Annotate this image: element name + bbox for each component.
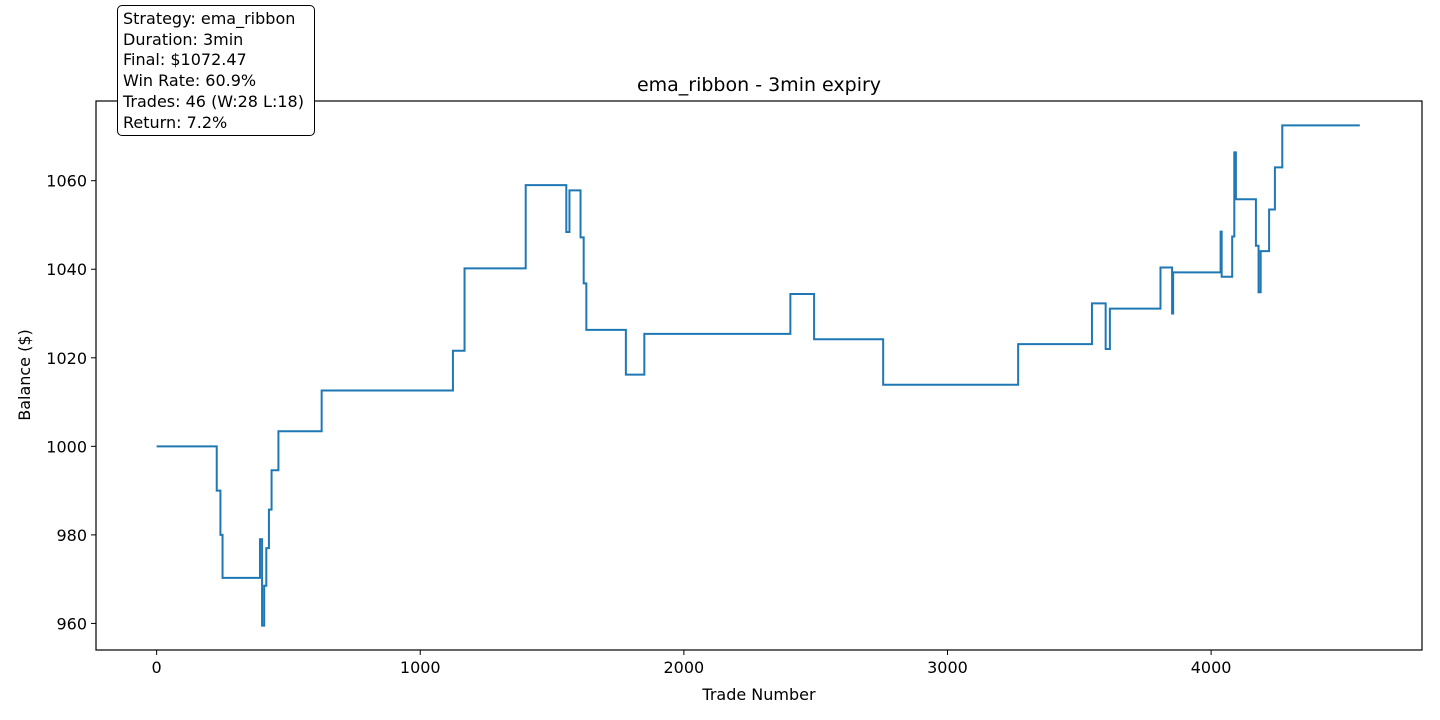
axes-frame xyxy=(95,100,1423,651)
y-axis-label: Balance ($) xyxy=(15,329,34,421)
x-axis-ticks: 0 1000 2000 3000 4000 xyxy=(152,650,1232,677)
x-tick-label: 2000 xyxy=(664,658,705,677)
y-tick-label: 960 xyxy=(56,614,87,633)
chart-title: ema_ribbon - 3min expiry xyxy=(637,74,881,96)
x-tick-label: 0 xyxy=(152,658,162,677)
balance-series-line xyxy=(156,124,1360,627)
x-axis-label: Trade Number xyxy=(701,685,816,704)
stats-duration: Duration: 3min xyxy=(123,29,244,49)
y-axis-ticks: 960 980 1000 1020 1040 1060 xyxy=(46,172,96,633)
y-tick-label: 1000 xyxy=(46,437,87,456)
y-tick-label: 1040 xyxy=(46,260,87,279)
x-tick-label: 1000 xyxy=(400,658,441,677)
plot-area xyxy=(156,124,1360,627)
y-tick-label: 980 xyxy=(56,526,87,545)
y-tick-label: 1060 xyxy=(46,172,87,191)
stats-trades: Trades: 46 (W:28 L:18) xyxy=(123,91,304,111)
stats-return: Return: 7.2% xyxy=(123,112,228,132)
x-tick-label: 3000 xyxy=(927,658,968,677)
x-tick-label: 4000 xyxy=(1191,658,1232,677)
stats-strategy: Strategy: ema_ribbon xyxy=(123,9,296,28)
stats-final: Final: $1072.47 xyxy=(123,50,247,70)
y-tick-label: 1020 xyxy=(46,349,87,368)
stats-box: Strategy: ema_ribbon Duration: 3min Fina… xyxy=(117,5,315,136)
stats-win-rate: Win Rate: 60.9% xyxy=(123,71,257,91)
